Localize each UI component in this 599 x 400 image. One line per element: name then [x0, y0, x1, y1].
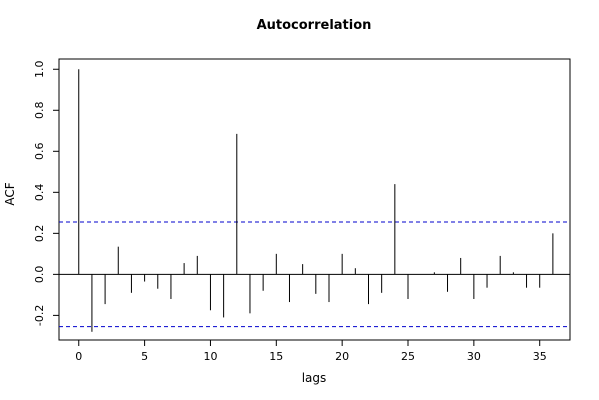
x-tick-label: 15 [269, 350, 283, 363]
x-tick-label: 20 [335, 350, 349, 363]
x-tick-label: 30 [467, 350, 481, 363]
x-tick-label: 10 [203, 350, 217, 363]
y-tick-label: 0.0 [33, 266, 46, 284]
x-tick-label: 25 [401, 350, 415, 363]
y-tick-label: 0.6 [33, 143, 46, 161]
chart-title: Autocorrelation [257, 18, 372, 33]
y-axis-label: ACF [3, 182, 17, 205]
x-axis-label: lags [302, 371, 327, 385]
y-tick-label: -0.2 [33, 305, 46, 326]
y-tick-label: 0.4 [33, 184, 46, 202]
y-tick-label: 1.0 [33, 61, 46, 79]
y-tick-label: 0.2 [33, 225, 46, 243]
plot-frame [58, 58, 571, 341]
x-tick-label: 35 [533, 350, 547, 363]
x-tick-label: 0 [75, 350, 82, 363]
x-tick-label: 5 [141, 350, 148, 363]
chart-marks [59, 69, 570, 332]
y-tick-label: 0.8 [33, 102, 46, 120]
axes: 0 5 10 15 20 25 30 35 -0.2 0.0 0.2 0.4 0.6 0.8 1.0 [33, 61, 547, 363]
